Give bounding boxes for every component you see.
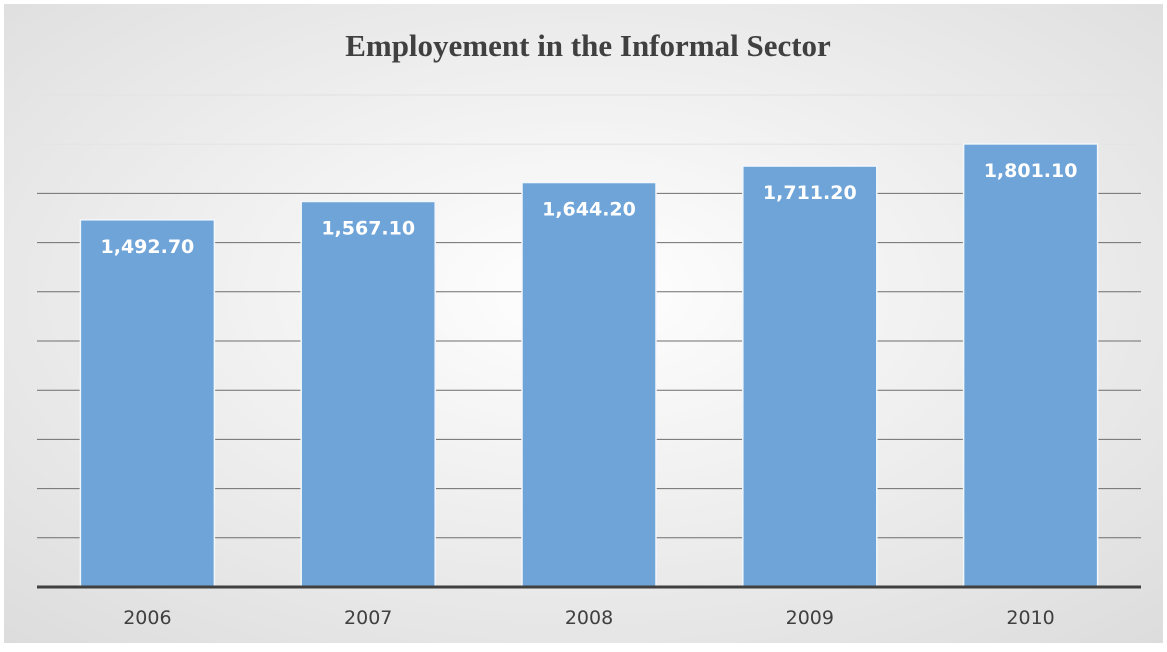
data-label-2008: 1,644.20	[542, 199, 636, 221]
bar-2006	[79, 219, 216, 588]
data-label-2010: 1,801.10	[984, 160, 1078, 182]
data-label-2006: 1,492.70	[101, 236, 195, 258]
x-tick-label-2006: 2006	[123, 607, 171, 629]
data-label-2009: 1,711.20	[763, 182, 857, 204]
data-labels: 1,492.70 1,567.10 1,644.20 1,711.20 1,801.10	[101, 160, 1078, 258]
bar-2010	[962, 143, 1099, 588]
x-tick-label-2009: 2009	[786, 607, 834, 629]
x-axis-ticks: 2006 2007 2008 2009 2010	[123, 607, 1055, 629]
data-label-2007: 1,567.10	[321, 217, 415, 239]
bars	[79, 143, 1099, 588]
x-tick-label-2010: 2010	[1006, 607, 1054, 629]
x-tick-label-2007: 2007	[344, 607, 392, 629]
bar-2009	[742, 165, 878, 588]
bar-2008	[521, 181, 657, 588]
chart-title: Employement in the Informal Sector	[345, 28, 831, 63]
x-tick-label-2008: 2008	[565, 607, 613, 629]
bar-2007	[300, 200, 436, 588]
